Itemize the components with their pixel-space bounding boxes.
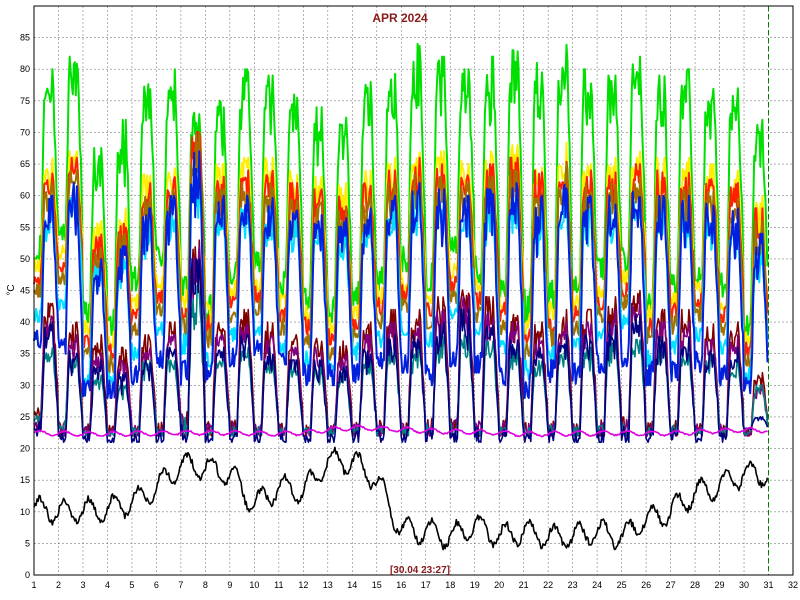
x-tick-label: 10: [249, 580, 259, 590]
y-tick-label: 80: [20, 64, 30, 74]
x-tick-label: 20: [494, 580, 504, 590]
x-tick-label: 12: [298, 580, 308, 590]
x-tick-label: 24: [592, 580, 602, 590]
x-tick-label: 5: [129, 580, 134, 590]
x-tick-label: 29: [715, 580, 725, 590]
y-tick-label: 70: [20, 127, 30, 137]
y-axis-label: °C: [6, 284, 17, 295]
axes: [33, 5, 794, 576]
x-tick-label: 17: [421, 580, 431, 590]
x-tick-label: 1: [31, 580, 36, 590]
y-tick-label: 20: [20, 444, 30, 454]
series-line-11: [33, 446, 769, 551]
plot-frame: [33, 5, 794, 576]
x-tick-label: 14: [347, 580, 357, 590]
x-tick-label: 15: [372, 580, 382, 590]
y-tick-label: 10: [20, 507, 30, 517]
x-tick-label: 2: [56, 580, 61, 590]
y-tick-label: 75: [20, 96, 30, 106]
y-tick-label: 45: [20, 286, 30, 296]
x-tick-label: 8: [203, 580, 208, 590]
x-tick-label: 6: [154, 580, 159, 590]
x-tick-label: 16: [396, 580, 406, 590]
series-line-5: [33, 150, 769, 399]
series-line-9: [33, 258, 769, 443]
timestamp-label: [30.04 23:27]: [390, 565, 450, 576]
x-tick-label: 11: [274, 580, 283, 590]
x-tick-label: 19: [470, 580, 480, 590]
x-tick-label: 25: [617, 580, 627, 590]
y-tick-label: 85: [20, 33, 30, 43]
x-tick-label: 21: [519, 580, 529, 590]
y-tick-label: 65: [20, 159, 30, 169]
y-tick-label: 25: [20, 412, 30, 422]
x-tick-labels: 1 2 3 4 5 6 7 8 9 10 11 12 13 14 15 16 17 18 19 20 21 22 23 24 2…: [31, 580, 798, 590]
y-tick-label: 5: [25, 538, 30, 548]
y-tick-label: 15: [20, 475, 30, 485]
x-tick-label: 3: [80, 580, 85, 590]
y-tick-label: 55: [20, 222, 30, 232]
chart-title: APR 2024: [372, 11, 428, 25]
x-tick-label: 18: [445, 580, 455, 590]
y-tick-label: 0: [25, 570, 30, 580]
y-tick-label: 30: [20, 380, 30, 390]
series-group: [33, 6, 770, 575]
series-line-10: [33, 424, 768, 438]
x-tick-label: 9: [227, 580, 232, 590]
x-tick-label: 26: [641, 580, 651, 590]
x-tick-label: 22: [543, 580, 553, 590]
x-tick-label: 32: [788, 580, 798, 590]
x-tick-label: 31: [764, 580, 774, 590]
y-tick-label: 50: [20, 254, 30, 264]
y-tick-labels: 0 5 10 15 20 25 30 35 40 45 50 55 60 65 70 75 80 85: [20, 33, 30, 580]
x-tick-label: 28: [690, 580, 700, 590]
x-tick-label: 27: [666, 580, 676, 590]
x-tick-label: 23: [568, 580, 578, 590]
x-tick-label: 4: [105, 580, 110, 590]
x-tick-label: 13: [323, 580, 333, 590]
x-tick-label: 30: [739, 580, 749, 590]
y-tick-label: 35: [20, 349, 30, 359]
x-tick-label: 7: [178, 580, 183, 590]
y-tick-label: 60: [20, 191, 30, 201]
y-tick-label: 40: [20, 317, 30, 327]
